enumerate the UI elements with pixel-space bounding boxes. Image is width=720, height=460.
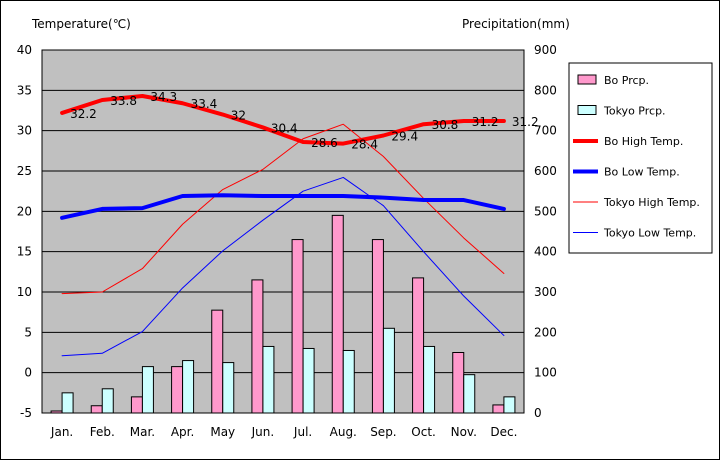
series-line: [61, 176, 505, 357]
data-label: 33.8: [110, 94, 137, 108]
left-axis-ticks: 40 35 30 25 20 15 10 5 0 -5: [17, 43, 32, 420]
x-tick-label: Sep.: [370, 425, 396, 439]
bar: [342, 349, 355, 414]
x-tick-label: Oct.: [411, 425, 436, 439]
x-tick-label: Aug.: [330, 425, 357, 439]
x-tick-label: Jun.: [251, 425, 275, 439]
precipitation-bars: [50, 214, 516, 414]
data-label: 31.2: [472, 115, 499, 129]
x-tick-label: Apr.: [171, 425, 194, 439]
x-tick-label: Feb.: [90, 425, 115, 439]
data-label: 28.6: [311, 136, 338, 150]
legend-label: Bo High Temp.: [604, 135, 683, 148]
temperature-lines: [60, 93, 506, 357]
legend-label: Bo Low Temp.: [604, 166, 680, 179]
series-line: [60, 93, 506, 146]
legend-swatch: [577, 74, 597, 85]
data-label: 28.4: [351, 138, 378, 152]
x-tick-label: Jul.: [293, 425, 312, 439]
plot-area: [41, 49, 525, 414]
bar: [382, 327, 395, 414]
data-label: 30.4: [271, 121, 298, 135]
data-label: 32: [231, 109, 246, 123]
x-tick-label: Nov.: [451, 425, 477, 439]
left-tick-label: 25: [17, 164, 32, 178]
right-axis-ticks: 900 800 700 600 500 400 300 200 100 0: [534, 43, 557, 420]
series-line: [61, 123, 505, 295]
right-tick-label: 200: [534, 325, 557, 339]
data-label: 31.2: [512, 115, 539, 129]
x-tick-label: May: [210, 425, 235, 439]
bar: [291, 239, 304, 414]
right-tick-label: 100: [534, 366, 557, 380]
right-tick-label: 700: [534, 124, 557, 138]
legend: Bo Prcp. Tokyo Prcp. Bo High Temp. Bo Low T…: [568, 62, 713, 254]
bar: [141, 366, 154, 414]
bar: [492, 404, 505, 414]
bar: [302, 347, 315, 414]
legend-box: [568, 62, 713, 254]
right-axis-title: Precipitation(mm): [462, 17, 570, 31]
right-tick-label: 900: [534, 43, 557, 57]
left-tick-label: 10: [17, 285, 32, 299]
x-axis-ticks: Jan. Feb. Mar. Apr. May Jun. Jul. Aug. Sep. Oct. N…: [50, 425, 518, 439]
bar: [331, 214, 344, 414]
data-label: 34.3: [150, 90, 177, 104]
left-tick-label: 40: [17, 43, 32, 57]
x-tick-label: Mar.: [130, 425, 155, 439]
bar: [423, 345, 436, 414]
gridlines: [42, 49, 524, 414]
left-tick-label: 15: [17, 245, 32, 259]
left-tick-label: -5: [20, 406, 32, 420]
right-tick-label: 0: [534, 406, 542, 420]
bar: [251, 279, 264, 414]
bar: [371, 239, 384, 414]
legend-label: Tokyo Low Temp.: [603, 227, 696, 240]
bar: [412, 277, 425, 414]
bar: [262, 345, 275, 414]
data-label: 30.8: [432, 118, 459, 132]
legend-label: Tokyo High Temp.: [603, 196, 700, 209]
right-tick-label: 800: [534, 83, 557, 97]
left-tick-label: 5: [24, 325, 32, 339]
bar: [452, 352, 465, 414]
left-tick-label: 35: [17, 83, 32, 97]
left-tick-label: 0: [24, 366, 32, 380]
left-tick-label: 30: [17, 124, 32, 138]
bar: [182, 360, 195, 414]
x-tick-label: Jan.: [50, 425, 73, 439]
x-tick-label: Dec.: [490, 425, 517, 439]
bar: [90, 405, 103, 414]
series-line: [60, 193, 506, 220]
left-axis-title: Temperature(℃): [31, 17, 131, 31]
right-tick-label: 400: [534, 245, 557, 259]
right-tick-label: 500: [534, 204, 557, 218]
bar: [211, 309, 224, 414]
legend-swatch: [577, 105, 597, 115]
bar: [503, 396, 516, 414]
left-tick-label: 20: [17, 204, 32, 218]
data-label: 33.4: [191, 97, 218, 111]
data-label: 32.2: [70, 107, 97, 121]
bar: [171, 366, 184, 414]
bar: [463, 374, 476, 414]
data-labels: 32.2 33.8 34.3 33.4 32 30.4 28.6 28.4 29.4 30.8 31…: [70, 90, 539, 152]
right-tick-label: 300: [534, 285, 557, 299]
bar: [222, 362, 235, 414]
bar: [50, 410, 63, 414]
bar: [130, 396, 143, 414]
legend-label: Bo Prcp.: [604, 74, 649, 87]
data-label: 29.4: [391, 130, 418, 144]
bar: [101, 388, 114, 414]
bar: [61, 392, 74, 414]
legend-label: Tokyo Prcp.: [603, 105, 666, 118]
right-tick-label: 600: [534, 164, 557, 178]
